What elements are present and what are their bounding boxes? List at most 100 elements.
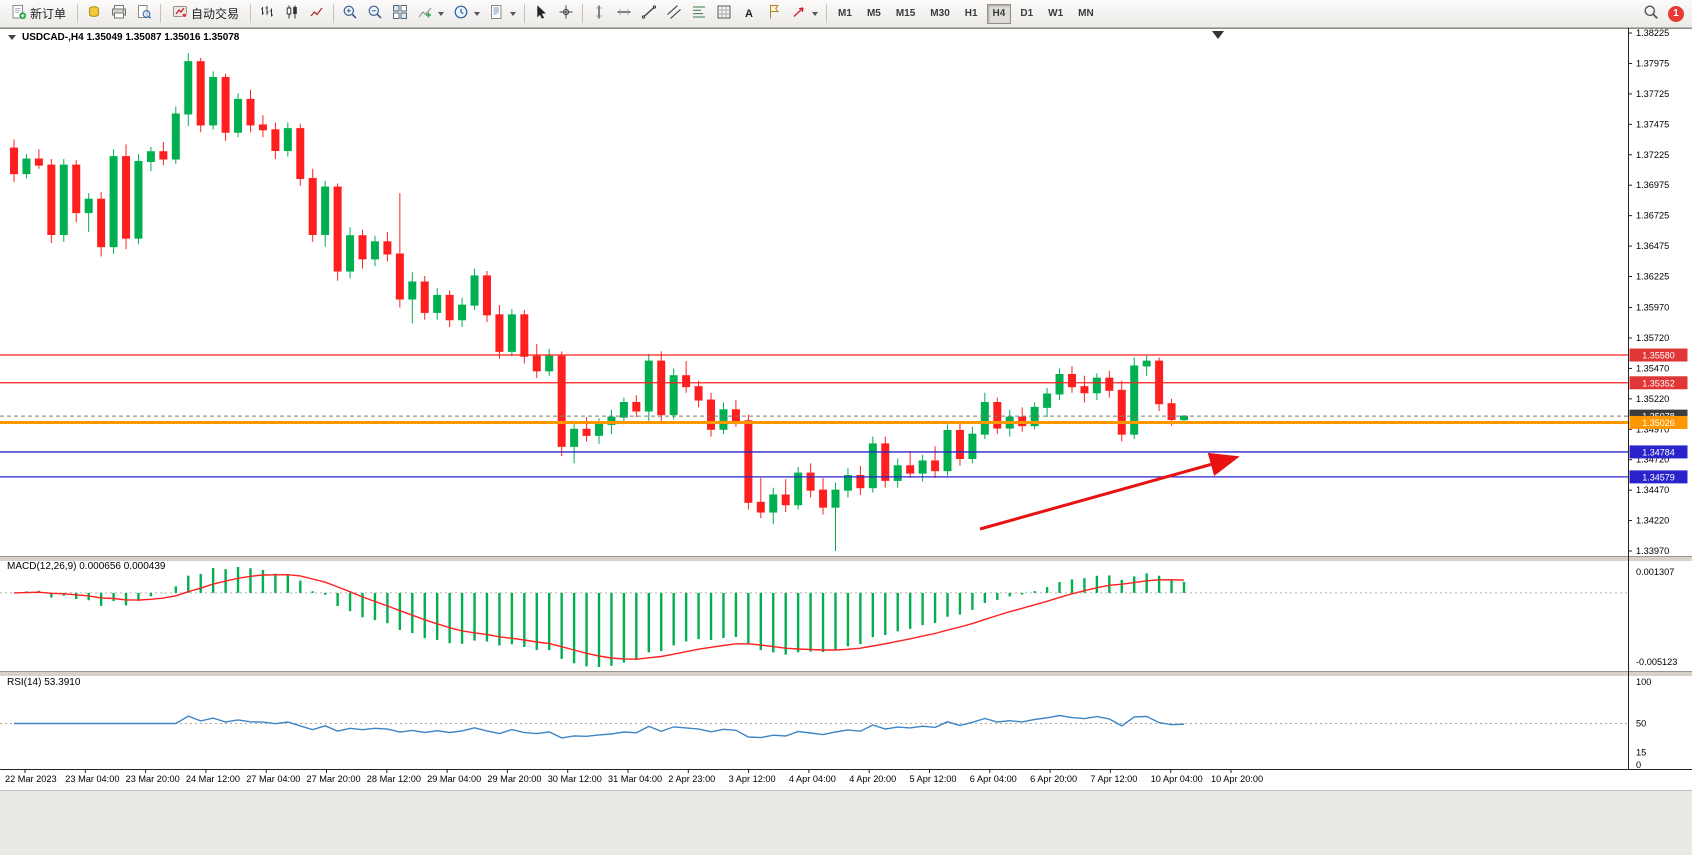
- cursor-icon: [533, 4, 549, 23]
- autotrading-button[interactable]: 自动交易: [165, 2, 246, 26]
- zoom-in-button[interactable]: [338, 2, 362, 26]
- candle-body: [445, 294, 454, 321]
- horizontal-line-button[interactable]: [612, 2, 636, 26]
- trend-arrow-annotation[interactable]: [979, 452, 1240, 531]
- candle-body: [246, 98, 255, 126]
- candle-body: [669, 375, 678, 416]
- price-tag: [1629, 445, 1688, 459]
- candle-body: [1130, 365, 1139, 435]
- print-button[interactable]: [107, 2, 131, 26]
- price-axis-label: 1.36725: [1636, 211, 1669, 221]
- candle-body: [420, 281, 429, 313]
- candle-body: [134, 160, 143, 239]
- periods-button[interactable]: [449, 2, 484, 26]
- candle-body: [1043, 393, 1052, 408]
- timeframe-m15-button[interactable]: M15: [890, 4, 921, 24]
- macd-pane: [0, 567, 1628, 667]
- timeframe-m5-button[interactable]: M5: [861, 4, 887, 24]
- timeframe-d1-button[interactable]: D1: [1014, 4, 1039, 24]
- crosshair-button[interactable]: [554, 2, 578, 26]
- candle-body: [868, 443, 877, 489]
- cursor-button[interactable]: [529, 2, 553, 26]
- price-axis-label: 1.35970: [1636, 303, 1669, 313]
- time-axis-label: 6 Apr 20:00: [1030, 774, 1077, 784]
- price-tag: [1629, 376, 1688, 390]
- candlestick-chart-button[interactable]: [280, 2, 304, 26]
- autotrading-icon: [172, 4, 188, 23]
- price-axis-label: 1.34470: [1636, 485, 1669, 495]
- price-axis-label: 1.37475: [1636, 119, 1669, 129]
- timeframe-h1-button[interactable]: H1: [959, 4, 984, 24]
- line-chart-button[interactable]: [305, 2, 329, 26]
- candle-body: [906, 465, 915, 474]
- candle-body: [607, 416, 616, 425]
- candle-body: [1067, 373, 1076, 388]
- grid-shapes-button[interactable]: [712, 2, 736, 26]
- candle-body: [395, 253, 404, 300]
- candle-body: [171, 113, 180, 160]
- notification-badge[interactable]: 1: [1668, 5, 1684, 22]
- text-tool-button[interactable]: A: [737, 2, 761, 26]
- tile-windows-icon: [392, 4, 408, 23]
- price-axis-label: 1.35720: [1636, 333, 1669, 343]
- candle-body: [196, 61, 205, 126]
- search-button[interactable]: [1639, 2, 1663, 26]
- text-label-button[interactable]: [762, 2, 786, 26]
- fibonacci-button[interactable]: [687, 2, 711, 26]
- time-axis-label: 23 Mar 20:00: [126, 774, 180, 784]
- zoom-out-button[interactable]: [363, 2, 387, 26]
- fibonacci-icon: [691, 4, 707, 23]
- candle-body: [794, 472, 803, 506]
- new-order-label: 新订单: [30, 7, 67, 21]
- price-axis: 1.38225 1.37975 1.37725 1.37475 1.37225 1.369…: [1628, 28, 1688, 770]
- one-click-trading-toggle[interactable]: [8, 35, 16, 40]
- crosshair-icon: [558, 4, 574, 23]
- arrows-tool-button[interactable]: [787, 2, 822, 26]
- timeframe-m1-button[interactable]: M1: [832, 4, 858, 24]
- candle-body: [557, 355, 566, 447]
- annotations: [979, 452, 1240, 531]
- new-order-icon: [11, 4, 27, 23]
- toolbar-separator: [582, 4, 584, 23]
- candle-body: [893, 465, 902, 481]
- candle-body: [682, 375, 691, 388]
- price-axis-label: 1.35220: [1636, 394, 1669, 404]
- bar-chart-button[interactable]: [255, 2, 279, 26]
- candle-body: [843, 475, 852, 491]
- candle-body: [10, 147, 18, 175]
- candle-body: [968, 433, 977, 459]
- print-preview-button[interactable]: [132, 2, 156, 26]
- timeframe-w1-button[interactable]: W1: [1042, 4, 1069, 24]
- rsi-line: [14, 714, 1185, 739]
- candle-body: [495, 314, 504, 352]
- time-axis-label: 27 Mar 20:00: [307, 774, 361, 784]
- tile-windows-button[interactable]: [388, 2, 412, 26]
- candle-body: [831, 489, 840, 508]
- candle-body: [271, 129, 280, 152]
- toolbar-separator: [250, 4, 252, 23]
- candle-body: [657, 360, 666, 416]
- price-tag-label: 1.35580: [1642, 351, 1675, 361]
- alerts-button[interactable]: [82, 2, 106, 26]
- trendline-button[interactable]: [637, 2, 661, 26]
- rsi-pane: [0, 714, 1628, 739]
- candle-body: [84, 198, 93, 214]
- time-axis-label: 4 Apr 20:00: [849, 774, 896, 784]
- vertical-line-icon: [591, 4, 607, 23]
- time-axis-label: 31 Mar 04:00: [608, 774, 662, 784]
- timeframe-m30-button[interactable]: M30: [924, 4, 955, 24]
- equidistant-channel-button[interactable]: [662, 2, 686, 26]
- timeframe-mn-button[interactable]: MN: [1072, 4, 1100, 24]
- vertical-line-button[interactable]: [587, 2, 611, 26]
- templates-button[interactable]: [485, 2, 520, 26]
- candle-body: [719, 409, 728, 430]
- price-axis-label: 1.33970: [1636, 546, 1669, 556]
- add-indicator-button[interactable]: [413, 2, 448, 26]
- candle-body: [1092, 377, 1101, 394]
- new-order-button[interactable]: 新订单: [4, 2, 73, 26]
- candle-body: [122, 156, 131, 239]
- candle-body: [856, 475, 865, 489]
- timeframe-h4-button[interactable]: H4: [986, 3, 1012, 24]
